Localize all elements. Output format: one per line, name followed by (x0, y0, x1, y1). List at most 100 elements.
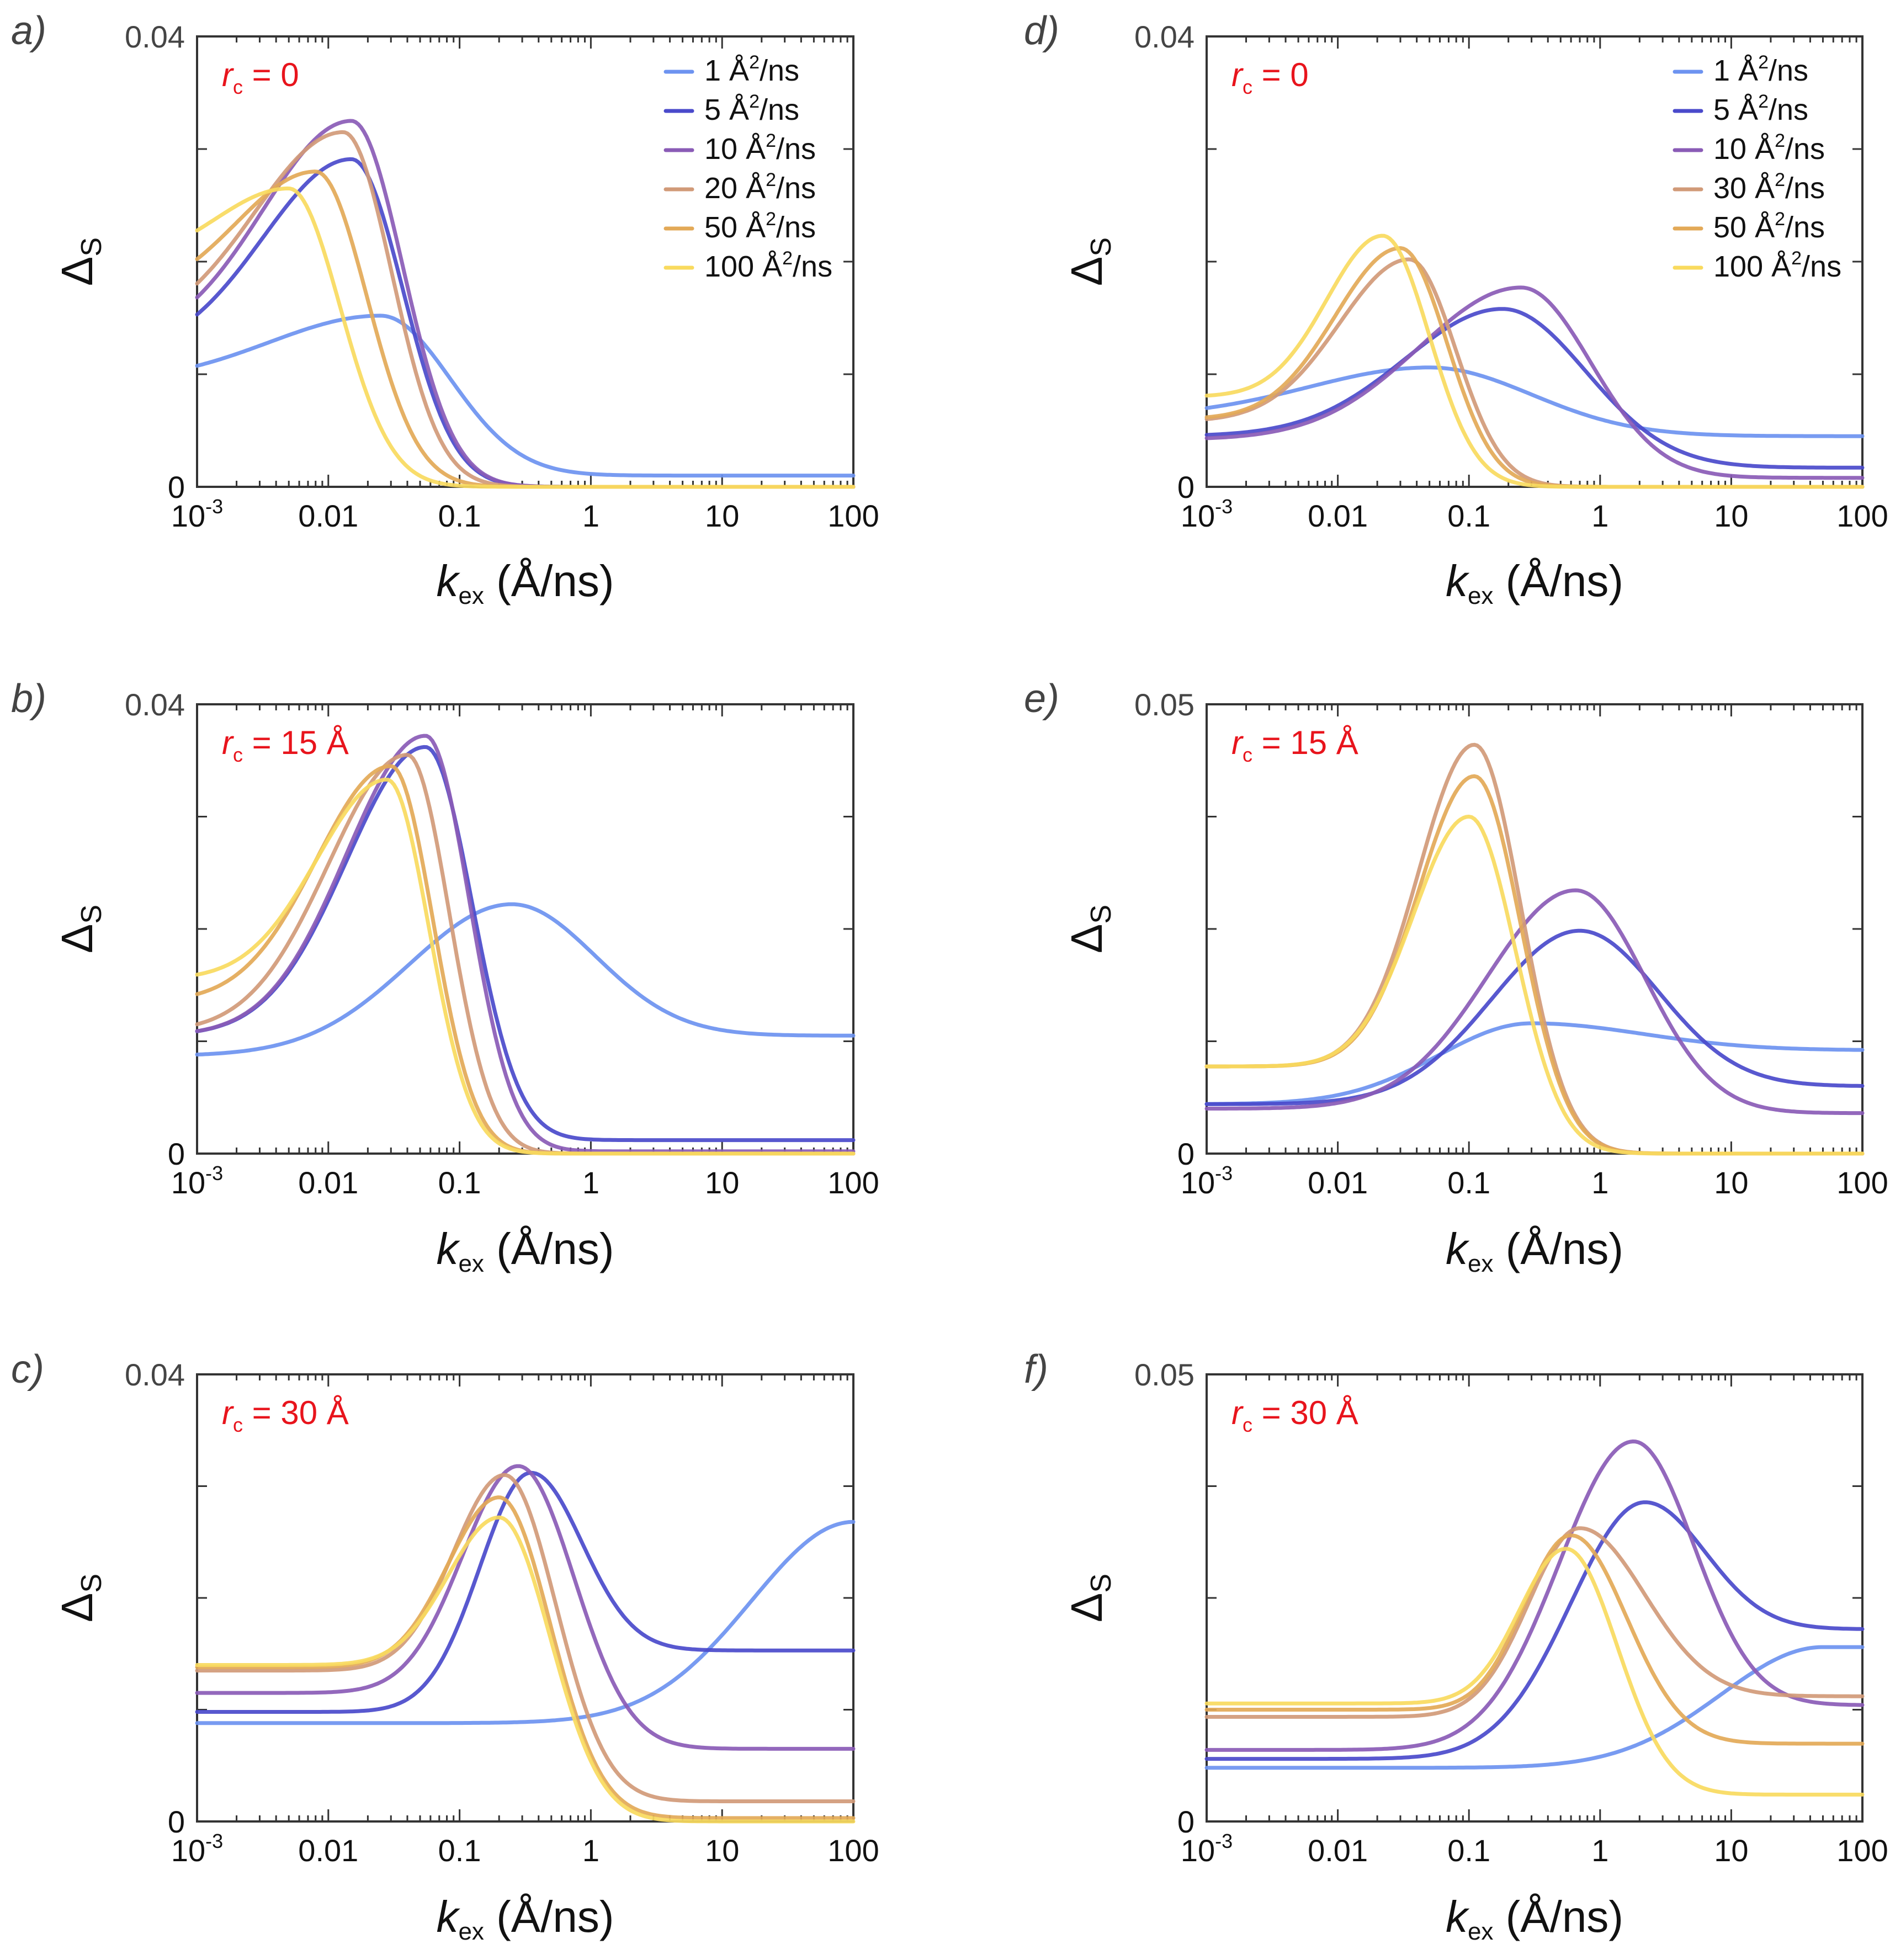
panel-label: b) (11, 677, 46, 721)
x-tick-label: 100 (827, 498, 879, 533)
series-line-5 (1204, 774, 1865, 1156)
y-tick-label-max: 0.05 (1134, 687, 1194, 722)
x-tick-label: 10 (705, 498, 739, 533)
x-tick-label: 100 (827, 1165, 879, 1200)
y-tick-label-max: 0.04 (125, 1357, 185, 1392)
x-tick-label: 0.1 (1447, 1833, 1490, 1868)
legend-entry: 50 Å2/ns (704, 209, 816, 244)
y-tick-label-min: 0 (168, 1136, 185, 1171)
series-line-3 (1204, 285, 1865, 480)
x-tick-label: 10-3 (171, 1830, 223, 1868)
panel-label: c) (11, 1347, 44, 1391)
legend-entry: 100 Å2/ns (1713, 248, 1841, 283)
panel-e: e) 10-3 0.01 0.1 1 10 100 0 0.05 ΔS kex (Å/ns) rc =… (1024, 677, 1888, 1277)
panel-label: d) (1024, 9, 1059, 53)
y-axis-title: ΔS (52, 1574, 108, 1622)
series-line-3 (195, 734, 856, 1154)
legend-entry: 1 Å2/ns (704, 52, 799, 87)
x-tick-label: 0.01 (298, 498, 358, 533)
series-line-1 (195, 1520, 856, 1725)
series-line-3 (1204, 1440, 1865, 1752)
panel-label: f) (1024, 1347, 1048, 1391)
x-tick-label: 0.1 (438, 1165, 481, 1200)
x-tick-label: 0.1 (438, 498, 481, 533)
series-line-2 (195, 157, 856, 489)
x-tick-label: 0.01 (298, 1833, 358, 1868)
series-line-1 (195, 902, 856, 1057)
legend-entry: 30 Å2/ns (1713, 169, 1825, 205)
plot-frame (1206, 703, 1864, 1155)
panel-label: e) (1024, 677, 1059, 721)
y-tick-label-min: 0 (168, 470, 185, 504)
series-line-4 (195, 1473, 856, 1803)
series-line-2 (1204, 307, 1865, 470)
panel-f: f) 10-3 0.01 0.1 1 10 100 0 0.05 ΔS kex (Å/ns) rc =… (1024, 1347, 1888, 1945)
series-line-4 (1204, 742, 1865, 1156)
x-axis-title: kex (Å/ns) (1446, 556, 1623, 609)
series-line-6 (195, 777, 856, 1156)
x-tick-label: 1 (1591, 1833, 1608, 1868)
x-tick-label: 10-3 (1181, 495, 1233, 533)
series-line-2 (1204, 928, 1865, 1106)
x-tick-label: 10 (1714, 498, 1748, 533)
legend-entry: 5 Å2/ns (1713, 91, 1808, 126)
legend-entry: 50 Å2/ns (1713, 209, 1825, 244)
rc-annotation: rc = 15 Å (1231, 724, 1358, 766)
x-axis-title: kex (Å/ns) (1446, 1892, 1623, 1945)
series-line-4 (1204, 257, 1865, 489)
x-tick-label: 0.1 (1447, 498, 1490, 533)
x-tick-label: 1 (582, 1833, 599, 1868)
x-tick-label: 100 (1836, 498, 1888, 533)
x-axis-title: kex (Å/ns) (436, 1892, 614, 1945)
legend-entry: 1 Å2/ns (1713, 52, 1808, 87)
series-line-6 (1204, 815, 1865, 1156)
y-tick-label-min: 0 (1177, 1136, 1194, 1171)
y-tick-label-min: 0 (1177, 470, 1194, 504)
x-tick-label: 0.01 (1308, 498, 1368, 533)
x-tick-label: 100 (1836, 1165, 1888, 1200)
x-tick-label: 100 (1836, 1833, 1888, 1868)
panel-label: a) (11, 9, 46, 53)
y-axis-title: ΔS (52, 905, 108, 953)
x-tick-label: 10-3 (171, 1162, 223, 1200)
series-line-5 (195, 1495, 856, 1820)
plot-frame (1206, 1373, 1864, 1823)
x-tick-label: 10-3 (1181, 1830, 1233, 1868)
legend-entry: 10 Å2/ns (704, 130, 816, 166)
series-line-6 (195, 186, 856, 489)
rc-annotation: rc = 0 (222, 56, 299, 98)
y-axis-title: ΔS (1062, 905, 1117, 953)
x-tick-label: 0.01 (1308, 1833, 1368, 1868)
series-line-1 (1204, 365, 1865, 438)
x-tick-label: 0.1 (1447, 1165, 1490, 1200)
rc-annotation: rc = 15 Å (222, 724, 349, 766)
y-axis-title: ΔS (1062, 1574, 1117, 1622)
x-axis-title: kex (Å/ns) (436, 556, 614, 609)
rc-annotation: rc = 0 (1231, 56, 1309, 98)
legend-entry: 10 Å2/ns (1713, 130, 1825, 166)
series-line-3 (195, 1464, 856, 1751)
series-line-4 (1204, 1526, 1865, 1719)
panel-a: a) 10-3 0.01 0.1 1 10 100 0 0.04 ΔS kex (Å/ns) rc =… (11, 9, 879, 609)
series-line-6 (1204, 1547, 1865, 1797)
series-line-4 (195, 753, 856, 1156)
panel-b: b) 10-3 0.01 0.1 1 10 100 0 0.04 ΔS kex (Å/ns) rc =… (11, 677, 879, 1277)
x-tick-label: 10 (705, 1165, 739, 1200)
series-line-2 (195, 745, 856, 1143)
x-tick-label: 1 (1591, 498, 1608, 533)
panel-d: d) 10-3 0.01 0.1 1 10 100 0 0.04 ΔS kex (Å/ns) rc =… (1024, 9, 1888, 609)
legend-entry: 20 Å2/ns (704, 169, 816, 205)
x-tick-label: 10 (1714, 1833, 1748, 1868)
rc-annotation: rc = 30 Å (222, 1394, 349, 1436)
series-line-5 (1204, 1533, 1865, 1746)
x-tick-label: 0.1 (438, 1833, 481, 1868)
x-tick-label: 1 (582, 1165, 599, 1200)
series-line-2 (1204, 1500, 1865, 1761)
x-tick-label: 10-3 (1181, 1162, 1233, 1200)
y-axis-title: ΔS (52, 237, 108, 286)
x-tick-label: 10 (705, 1833, 739, 1868)
legend-entry: 100 Å2/ns (704, 248, 832, 283)
series-line-3 (1204, 888, 1865, 1116)
